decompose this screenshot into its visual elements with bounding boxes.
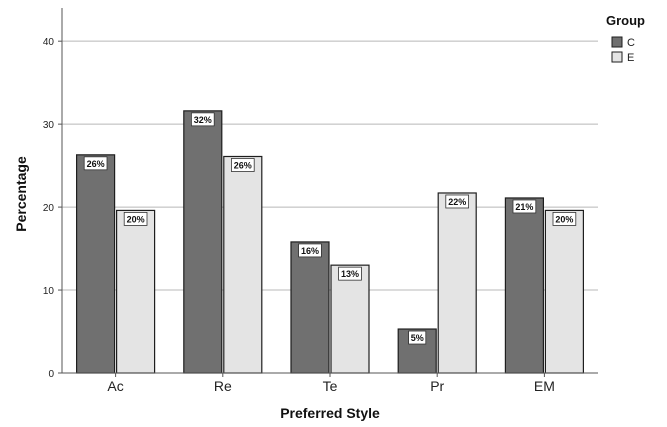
bar-te-c bbox=[290, 241, 330, 374]
bar-ac-c bbox=[75, 154, 116, 374]
data-label-box-em-c bbox=[512, 199, 537, 214]
y-tick-label-30: 30 bbox=[43, 120, 55, 131]
legend-swatch-e bbox=[611, 51, 623, 63]
bar-ac-e bbox=[115, 209, 156, 374]
legend-title: Group bbox=[606, 13, 645, 28]
bar-em-c bbox=[504, 197, 544, 374]
legend-label-e: E bbox=[627, 52, 634, 64]
x-tick-label-pr: Pr bbox=[430, 378, 444, 394]
data-label-box-re-c bbox=[190, 112, 215, 127]
data-label-box-te-e bbox=[338, 266, 362, 281]
legend: Group CE bbox=[606, 13, 645, 64]
bars: 26% 20% 32% 26% 16% 13% 5% 22% 21% 20% bbox=[75, 110, 585, 374]
data-label-box-pr-e bbox=[445, 194, 469, 209]
data-label-ac-e: 20% bbox=[127, 214, 145, 224]
tick-labels: 0 10 20 30 40 Ac Re Te Pr EM bbox=[43, 37, 555, 394]
data-label-box-pr-c bbox=[408, 330, 427, 345]
data-label-box-re-e bbox=[230, 158, 255, 172]
y-tick-label-20: 20 bbox=[43, 203, 55, 214]
x-tick-label-re: Re bbox=[214, 378, 232, 394]
data-label-pr-e: 22% bbox=[448, 197, 466, 207]
bar-re-e bbox=[223, 155, 263, 374]
x-axis-title: Preferred Style bbox=[280, 405, 380, 421]
y-tick-label-0: 0 bbox=[48, 369, 54, 380]
y-tick-label-40: 40 bbox=[43, 37, 55, 48]
legend-swatch-c bbox=[611, 36, 623, 48]
x-tick-label-em: EM bbox=[534, 378, 555, 394]
data-label-pr-c: 5% bbox=[411, 333, 424, 343]
data-label-ac-c: 26% bbox=[87, 159, 105, 169]
data-label-te-c: 16% bbox=[301, 246, 319, 256]
data-label-re-e: 26% bbox=[234, 160, 252, 170]
data-label-em-e: 20% bbox=[555, 214, 573, 224]
bar-re-c bbox=[183, 110, 223, 374]
data-label-em-c: 21% bbox=[515, 202, 533, 212]
bar-em-e bbox=[544, 209, 585, 374]
data-label-box-em-e bbox=[552, 212, 577, 226]
data-label-box-ac-c bbox=[83, 156, 108, 171]
legend-label-c: C bbox=[627, 37, 635, 49]
data-label-te-e: 13% bbox=[341, 269, 359, 279]
y-axis-title: Percentage bbox=[13, 156, 29, 232]
data-label-box-ac-e bbox=[123, 212, 148, 226]
bar-te-e bbox=[330, 264, 370, 374]
data-label-box-te-c bbox=[298, 243, 322, 258]
x-tick-label-ac: Ac bbox=[107, 378, 123, 394]
data-label-re-c: 32% bbox=[194, 115, 212, 125]
bar-pr-e bbox=[437, 192, 477, 374]
y-tick-label-10: 10 bbox=[43, 286, 55, 297]
x-tick-label-te: Te bbox=[323, 378, 338, 394]
